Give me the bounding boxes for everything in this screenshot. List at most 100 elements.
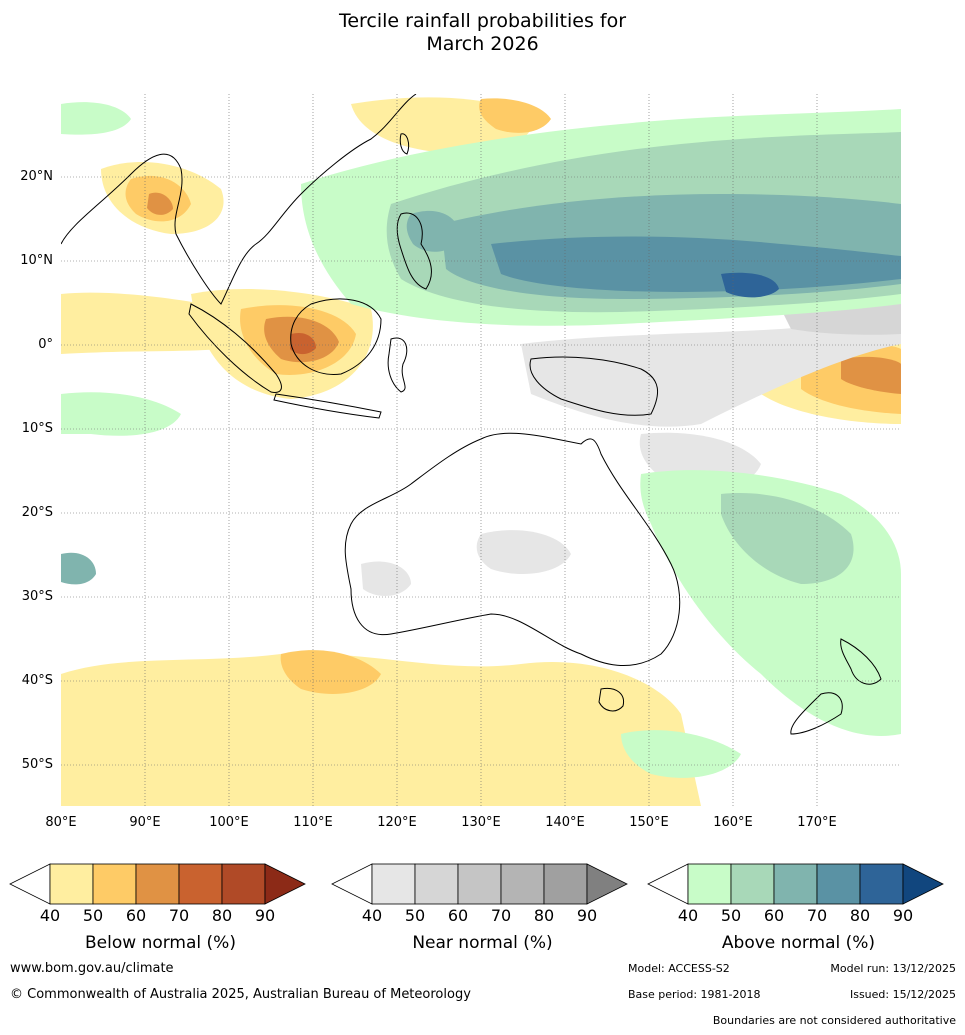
below-normal-tick-label: 70 (168, 906, 190, 925)
above-normal-tick-label: 50 (720, 906, 742, 925)
lat-label-0: 0° (38, 337, 53, 352)
issued-date: Issued: 15/12/2025 (849, 988, 956, 1001)
model-name: Model: ACCESS-S2 (628, 962, 730, 975)
asia-mainland-coastline (61, 94, 417, 305)
taiwan-coastline (399, 133, 410, 155)
coastlines (61, 94, 882, 735)
near-normal-tick-label: 80 (533, 906, 555, 925)
above-normal-colorbar-bin-1 (687, 863, 732, 905)
lon-label-110e: 110°E (293, 815, 333, 830)
near-normal-tick-label: 90 (576, 906, 598, 925)
near-normal-colorbar (331, 863, 628, 905)
above-normal-areas (61, 102, 901, 778)
below-normal-tick-label: 50 (82, 906, 104, 925)
near-normal-western-australia (361, 561, 411, 596)
map-title-line-2: March 2026 (426, 33, 539, 55)
new-zealand-south-coastline (790, 692, 843, 735)
australia-coastline (344, 432, 681, 667)
below-normal-tick-label: 60 (125, 906, 147, 925)
above-normal-colorbar-bin-4 (816, 863, 861, 905)
map-canvas (61, 94, 901, 806)
above-normal-north-indian-ocean (61, 102, 131, 135)
near-normal-tick-label: 70 (490, 906, 512, 925)
copyright-notice: © Commonwealth of Australia 2025, Austra… (10, 987, 471, 1002)
map-title-line-1: Tercile rainfall probabilities for (338, 10, 627, 32)
lon-label-170e: 170°E (797, 815, 837, 830)
lat-label-50s: 50°S (21, 757, 53, 772)
below-normal-colorbar-bin-3 (135, 863, 180, 905)
near-normal-colorbar-lower-extend (331, 863, 373, 905)
above-normal-colorbar-lower-extend (647, 863, 689, 905)
near-normal-colorbar-bin-2 (414, 863, 459, 905)
near-normal-legend-title: Near normal (%) (412, 933, 553, 953)
below-normal-colorbar-lower-extend (9, 863, 51, 905)
above-normal-colorbar-bin-2 (730, 863, 775, 905)
above-normal-tick-label: 90 (892, 906, 914, 925)
below-normal-tick-label: 80 (211, 906, 233, 925)
lon-label-80e: 80°E (45, 815, 77, 830)
above-normal-west-pacific-peak (721, 272, 779, 298)
lon-label-130e: 130°E (461, 815, 501, 830)
below-normal-colorbar (9, 863, 306, 905)
sumatra-coastline (188, 303, 282, 393)
near-normal-colorbar-bin-4 (500, 863, 545, 905)
near-normal-colorbar-bin-1 (371, 863, 416, 905)
lat-label-20n: 20°N (20, 169, 53, 184)
near-normal-australia-interior (476, 530, 571, 574)
lon-label-120e: 120°E (377, 815, 417, 830)
above-normal-colorbar-upper-extend (902, 863, 944, 905)
lat-label-40s: 40°S (21, 673, 53, 688)
above-normal-colorbar (647, 863, 944, 905)
below-normal-tick-label: 90 (254, 906, 276, 925)
below-normal-colorbar-bin-4 (178, 863, 223, 905)
above-normal-tick-label: 80 (849, 906, 871, 925)
near-normal-colorbar-bin-3 (457, 863, 502, 905)
philippines-coastline (396, 212, 432, 290)
lat-label-10n: 10°N (20, 253, 53, 268)
below-normal-colorbar-upper-extend (264, 863, 306, 905)
above-normal-west-pacific-strong (491, 236, 901, 292)
above-normal-southwest-pacific-core (721, 493, 854, 584)
above-normal-tick-label: 40 (677, 906, 699, 925)
below-normal-colorbar-bin-2 (92, 863, 137, 905)
boundaries-disclaimer: Boundaries are not considered authoritat… (712, 1014, 956, 1027)
rainfall-probability-map (61, 94, 901, 806)
tasmania-coastline (598, 687, 625, 712)
near-normal-tick-label: 60 (447, 906, 469, 925)
map-gridlines (61, 94, 901, 806)
near-normal-colorbar-upper-extend (586, 863, 628, 905)
above-normal-colorbar-bin-3 (773, 863, 818, 905)
near-normal-colorbar-bin-5 (543, 863, 588, 905)
website-link[interactable]: www.bom.gov.au/climate (10, 961, 174, 976)
above-normal-colorbar-bin-5 (859, 863, 904, 905)
new-zealand-north-coastline (840, 638, 882, 685)
near-normal-tick-label: 50 (404, 906, 426, 925)
map-title: Tercile rainfall probabilities for March… (0, 10, 965, 56)
above-normal-southern-ocean (621, 730, 741, 778)
sulawesi-coastline (387, 337, 408, 393)
below-normal-borneo-peak (290, 332, 316, 355)
above-normal-legend-title: Above normal (%) (721, 933, 876, 953)
above-normal-tick-label: 70 (806, 906, 828, 925)
below-normal-south-china-core (479, 98, 551, 133)
lon-label-90e: 90°E (129, 815, 161, 830)
new-guinea-coastline (529, 356, 659, 416)
above-normal-tick-label: 60 (763, 906, 785, 925)
lon-label-100e: 100°E (209, 815, 249, 830)
above-normal-indian-ocean-west (61, 392, 181, 436)
model-run-date: Model run: 13/12/2025 (830, 962, 956, 975)
lat-label-20s: 20°S (21, 505, 53, 520)
below-normal-south-ocean-patch (280, 650, 381, 694)
below-normal-areas (61, 97, 901, 806)
below-normal-colorbar-bin-1 (49, 863, 94, 905)
lon-label-160e: 160°E (713, 815, 753, 830)
below-normal-legend-title: Below normal (%) (85, 933, 236, 953)
near-normal-tick-label: 40 (361, 906, 383, 925)
above-normal-philippines-patch (406, 210, 461, 252)
lat-label-10s: 10°S (21, 421, 53, 436)
below-normal-tick-label: 40 (39, 906, 61, 925)
lon-label-140e: 140°E (545, 815, 585, 830)
near-normal-pacific-equator (521, 314, 901, 427)
lat-label-30s: 30°S (21, 589, 53, 604)
java-coastline (273, 393, 382, 419)
